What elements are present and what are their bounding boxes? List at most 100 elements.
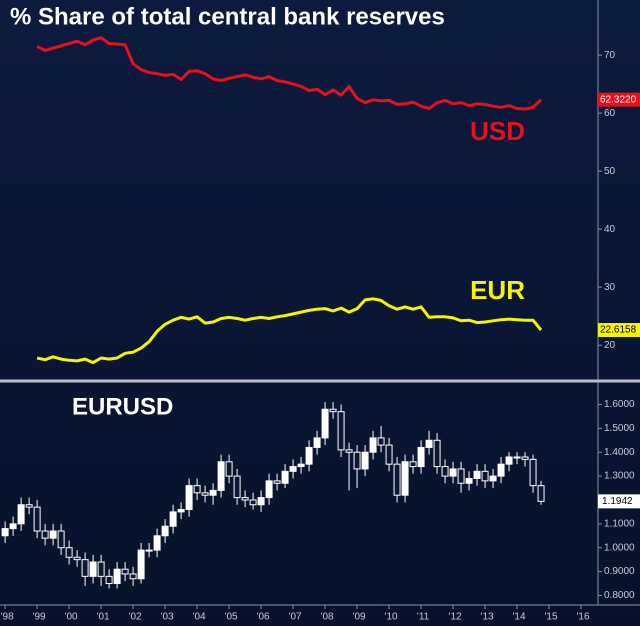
candle-body	[281, 470, 289, 484]
price-tag	[598, 92, 640, 107]
candle-body	[329, 408, 337, 413]
candle-body	[313, 437, 321, 448]
y-tick-label: 60	[604, 108, 616, 119]
y-tick-label: 70	[604, 50, 616, 61]
candle-body	[169, 511, 177, 527]
line-series	[36, 297, 543, 365]
x-tick-label: '02	[129, 612, 142, 623]
candle-body	[441, 466, 449, 477]
y-tick-label: 1.1000	[604, 518, 635, 529]
candle-body	[345, 449, 353, 453]
y-tick-label: 1.4000	[604, 447, 635, 458]
series-label: USD	[470, 116, 525, 146]
y-tick-label: 1.6000	[604, 399, 635, 410]
x-tick-label: '98	[1, 612, 14, 623]
y-tick-label: 1.3000	[604, 471, 635, 482]
candle-body	[401, 461, 409, 496]
x-tick-label: '06	[257, 612, 270, 623]
candle-body	[481, 470, 489, 482]
x-tick-label: '05	[225, 612, 238, 623]
candle-body	[105, 575, 113, 585]
price-tag	[598, 494, 640, 509]
x-tick-label: '99	[33, 612, 46, 623]
candle-body	[241, 497, 249, 501]
candle-body	[273, 480, 281, 484]
candle-body	[297, 463, 305, 468]
candle-body	[41, 530, 49, 539]
candle-body	[465, 477, 473, 484]
candle-body	[393, 463, 401, 496]
candle-body	[177, 509, 185, 513]
candle-body	[137, 549, 145, 580]
candle-body	[257, 497, 265, 506]
candle-body	[473, 470, 481, 479]
candle-body	[121, 568, 129, 575]
candle-body	[17, 504, 25, 525]
candle-body	[353, 451, 361, 470]
candle-body	[81, 559, 89, 577]
price-tag-label: 22.6158	[600, 325, 637, 336]
candle-body	[377, 437, 385, 446]
candle-body	[49, 530, 57, 539]
candle-body	[193, 485, 201, 494]
candle-body	[89, 561, 97, 577]
candle-body	[57, 530, 65, 549]
line-series	[36, 36, 543, 111]
candle-body	[201, 492, 209, 496]
x-tick-label: '09	[353, 612, 366, 623]
x-tick-label: '10	[385, 612, 398, 623]
candle-body	[217, 461, 225, 491]
x-tick-label: '01	[97, 612, 110, 623]
candle-body	[9, 523, 17, 530]
x-tick-label: '13	[481, 612, 494, 623]
candle-body	[249, 499, 257, 506]
candle-body	[233, 475, 241, 499]
candle-body	[369, 437, 377, 453]
y-tick-label: 20	[604, 340, 616, 351]
price-tag	[598, 323, 640, 338]
y-tick-label: 40	[604, 224, 616, 235]
candle-body	[521, 456, 529, 460]
candle-body	[305, 446, 313, 465]
x-tick-label: '12	[449, 612, 462, 623]
y-tick-label: 1.0000	[604, 542, 635, 553]
candle-body	[129, 573, 137, 580]
y-tick-label: 0.8000	[604, 590, 635, 601]
candle-body	[425, 439, 433, 448]
candle-body	[529, 458, 537, 487]
candle-body	[409, 461, 417, 468]
x-tick-label: '04	[193, 612, 206, 623]
x-tick-label: '08	[321, 612, 334, 623]
candle-body	[321, 408, 329, 439]
panel-title: EURUSD	[72, 393, 173, 420]
series-label: EUR	[470, 275, 525, 305]
candle-body	[385, 444, 393, 465]
candle-body	[505, 456, 513, 465]
candle-body	[361, 451, 369, 470]
candle-body	[449, 468, 457, 477]
candle-body	[153, 535, 161, 551]
candle-body	[225, 461, 233, 477]
candle-body	[97, 561, 105, 577]
x-tick-label: '11	[417, 612, 430, 623]
candle-body	[537, 485, 545, 502]
candle-body	[513, 456, 521, 459]
candle-body	[433, 439, 441, 468]
candle-body	[73, 556, 81, 561]
price-tag-label: 62.3220	[600, 94, 637, 105]
candle-body	[489, 475, 497, 482]
candle-body	[145, 549, 153, 552]
candle-body	[185, 485, 193, 511]
candle-body	[25, 504, 33, 508]
candle-body	[289, 466, 297, 472]
x-tick-label: '15	[545, 612, 558, 623]
x-tick-label: '14	[513, 612, 526, 623]
candle-body	[1, 528, 9, 537]
candle-body	[457, 468, 465, 484]
candle-body	[113, 568, 121, 585]
candle-body	[65, 547, 73, 558]
x-tick-label: '07	[289, 612, 302, 623]
y-tick-label: 50	[604, 166, 616, 177]
candle-body	[337, 411, 345, 451]
